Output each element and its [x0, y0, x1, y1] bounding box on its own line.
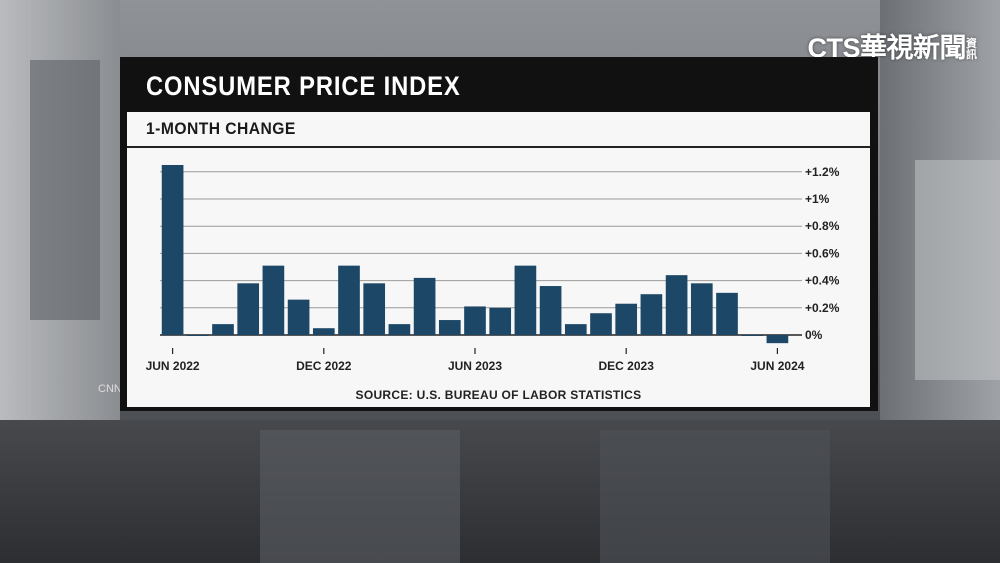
bar-oct-2022 [262, 265, 285, 335]
y-tick-label: +1% [805, 192, 830, 206]
y-tick-label: +1.2% [805, 165, 840, 179]
chart-title: CONSUMER PRICE INDEX [146, 71, 461, 101]
chart-card: 1-MONTH CHANGE 0% +0.2% +0.4% +0.6% +0.8% +1%… [127, 112, 870, 407]
bar-feb-2023 [363, 283, 386, 335]
cnn-watermark: CNN [98, 383, 122, 395]
bar-dec-2022 [312, 328, 335, 335]
bar-sep-2022 [237, 283, 260, 335]
bar-nov-2022 [287, 299, 310, 335]
bar-mar-2023 [388, 324, 411, 335]
bar-aug-2023 [514, 265, 537, 335]
bar-may-2024 [741, 335, 764, 336]
y-tick-label: +0.8% [805, 219, 840, 233]
x-tick-label: DEC 2023 [599, 359, 655, 373]
x-tick-label: JUN 2023 [448, 359, 502, 373]
subtitle-rule [127, 146, 870, 148]
bar-dec-2023 [615, 303, 638, 335]
chart-panel: CONSUMER PRICE INDEX 1-MONTH CHANGE 0% +0… [120, 57, 878, 411]
chart-source: SOURCE: U.S. BUREAU OF LABOR STATISTICS [355, 388, 642, 402]
bar-chart: 0% +0.2% +0.4% +0.6% +0.8% +1% +1.2% JUN 2022 DE… [146, 165, 840, 373]
bar-nov-2023 [590, 313, 612, 335]
x-tick-label: DEC 2022 [296, 359, 352, 373]
bar-jun-2024 [766, 335, 789, 344]
bar-jul-2022 [186, 335, 209, 336]
y-tick-label: +0.6% [805, 246, 840, 260]
bar-feb-2024 [665, 275, 688, 335]
bar-jan-2023 [338, 265, 360, 335]
bar-apr-2023 [413, 277, 436, 335]
bar-jun-2023 [464, 306, 486, 335]
y-tick-label: +0.2% [805, 301, 840, 315]
bar-may-2023 [438, 320, 461, 335]
bar-oct-2023 [564, 324, 587, 335]
bar-aug-2022 [212, 324, 234, 335]
bar-sep-2023 [539, 286, 562, 335]
bar-apr-2024 [716, 292, 738, 335]
bar-jul-2023 [489, 307, 512, 335]
bar-jun-2022 [161, 165, 184, 335]
y-tick-label: 0% [805, 328, 823, 342]
bar-jan-2024 [640, 294, 663, 335]
y-tick-label: +0.4% [805, 274, 840, 288]
bar-mar-2024 [690, 283, 713, 335]
chart-subtitle: 1-MONTH CHANGE [146, 119, 296, 138]
x-tick-label: JUN 2024 [750, 359, 804, 373]
x-tick-label: JUN 2022 [146, 359, 200, 373]
